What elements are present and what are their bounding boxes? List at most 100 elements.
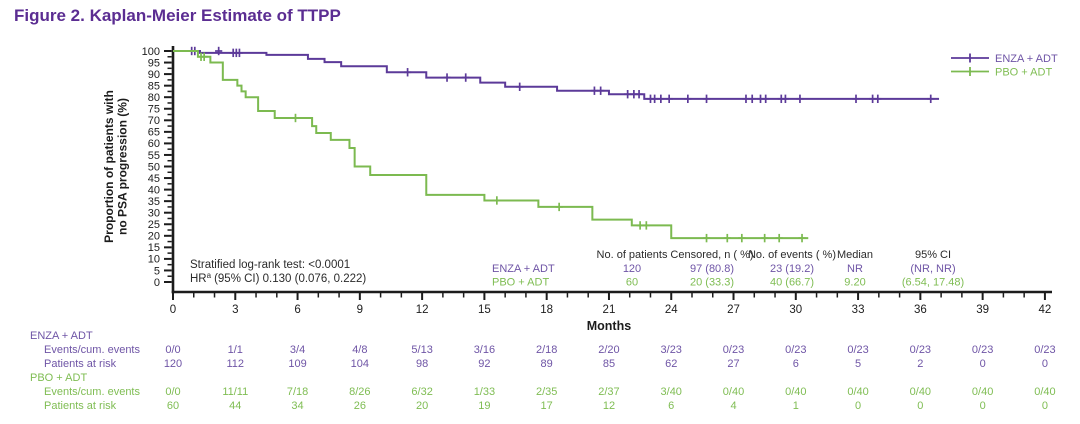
- x-tick-label: 24: [665, 304, 678, 316]
- series-enza-adt: [173, 46, 940, 104]
- x-tick-label: 42: [1039, 304, 1052, 316]
- y-tick-label: 20: [148, 231, 160, 243]
- risk-cell: 2/18: [536, 344, 557, 356]
- summary-cell: NR: [847, 263, 863, 275]
- summary-cell: 120: [623, 263, 641, 275]
- risk-cell: 89: [541, 358, 553, 370]
- y-tick-label: 0: [154, 277, 160, 289]
- risk-cell: 0/23: [1034, 344, 1055, 356]
- risk-cell: 0: [980, 400, 986, 412]
- risk-cell: 0/40: [723, 386, 744, 398]
- summary-table: No. of patients Censored, n ( %)No. of ev…: [492, 249, 964, 289]
- risk-cell: 60: [167, 400, 179, 412]
- risk-cell: 0: [1042, 358, 1048, 370]
- y-axis-label: Proportion of patients with: [102, 90, 116, 243]
- legend-label: ENZA + ADT: [995, 53, 1058, 65]
- risk-cell: 4: [730, 400, 736, 412]
- risk-row-label: Patients at risk: [44, 400, 117, 412]
- risk-cell: 3/40: [661, 386, 682, 398]
- x-tick-label: 21: [603, 304, 616, 316]
- x-tick-label: 15: [478, 304, 491, 316]
- x-tick-label: 0: [170, 304, 176, 316]
- risk-cell: 5/13: [411, 344, 432, 356]
- summary-cell: 20 (33.3): [690, 277, 734, 289]
- risk-cell: 3/16: [474, 344, 495, 356]
- y-tick-label: 5: [154, 265, 160, 277]
- risk-cell: 0/0: [165, 344, 180, 356]
- risk-cell: 85: [603, 358, 615, 370]
- risk-cell: 112: [227, 358, 245, 370]
- risk-cell: 5: [855, 358, 861, 370]
- y-tick-label: 90: [148, 69, 160, 81]
- risk-cell: 92: [478, 358, 490, 370]
- risk-cell: 44: [229, 400, 241, 412]
- risk-group-label: ENZA + ADT: [30, 330, 93, 342]
- summary-cell: 23 (19.2): [770, 263, 814, 275]
- risk-cell: 6: [668, 400, 674, 412]
- series-pbo-adt: [173, 50, 809, 243]
- y-tick-label: 100: [142, 46, 160, 58]
- hazard-ratio-text: HRa (95% CI) 0.130 (0.076, 0.222): [190, 271, 366, 285]
- risk-cell: 0/23: [785, 344, 806, 356]
- summary-cell: 97 (80.8): [690, 263, 734, 275]
- summary-cell: 9.20: [844, 277, 865, 289]
- x-tick-label: 39: [976, 304, 989, 316]
- risk-cell: 2/20: [598, 344, 619, 356]
- km-curve: [173, 50, 809, 240]
- summary-header: Median: [837, 249, 873, 261]
- risk-cell: 0: [1042, 400, 1048, 412]
- y-tick-label: 40: [148, 184, 160, 196]
- risk-cell: 0/40: [972, 386, 993, 398]
- risk-cell: 26: [354, 400, 366, 412]
- x-tick-label: 6: [294, 304, 300, 316]
- km-curve: [173, 50, 940, 100]
- y-tick-label: 80: [148, 92, 160, 104]
- y-tick-label: 75: [148, 104, 160, 116]
- y-tick-label: 25: [148, 219, 160, 231]
- x-axis-label: Months: [587, 319, 631, 333]
- risk-cell: 0/23: [847, 344, 868, 356]
- risk-cell: 0/0: [165, 386, 180, 398]
- risk-cell: 2/37: [598, 386, 619, 398]
- risk-cell: 7/18: [287, 386, 308, 398]
- x-tick-label: 36: [914, 304, 927, 316]
- risk-cell: 8/26: [349, 386, 370, 398]
- risk-group-label: PBO + ADT: [30, 372, 87, 384]
- risk-cell: 0/40: [785, 386, 806, 398]
- risk-cell: 6/32: [411, 386, 432, 398]
- risk-cell: 3/4: [290, 344, 305, 356]
- risk-row-label: Events/cum. events: [44, 344, 140, 356]
- risk-cell: 109: [288, 358, 306, 370]
- summary-cell: 60: [626, 277, 638, 289]
- risk-cell: 0/40: [847, 386, 868, 398]
- summary-row-label: PBO + ADT: [492, 277, 549, 289]
- y-tick-label: 15: [148, 242, 160, 254]
- risk-cell: 0/40: [1034, 386, 1055, 398]
- risk-cell: 1: [793, 400, 799, 412]
- legend-label: PBO + ADT: [995, 67, 1052, 79]
- risk-cell: 12: [603, 400, 615, 412]
- summary-row-label: ENZA + ADT: [492, 263, 555, 275]
- y-tick-label: 70: [148, 115, 160, 127]
- risk-cell: 120: [164, 358, 182, 370]
- risk-cell: 27: [727, 358, 739, 370]
- risk-table: ENZA + ADT Events/cum. events 0/0 1/1 3/4 4/8…: [30, 330, 1056, 412]
- risk-cell: 0/23: [910, 344, 931, 356]
- legend: ENZA + ADT PBO + ADT: [951, 53, 1058, 79]
- risk-cell: 34: [291, 400, 303, 412]
- summary-cell: 40 (66.7): [770, 277, 814, 289]
- risk-cell: 1/33: [474, 386, 495, 398]
- risk-cell: 62: [665, 358, 677, 370]
- risk-cell: 2/35: [536, 386, 557, 398]
- summary-header: No. of patients: [597, 249, 668, 261]
- summary-cell: (NR, NR): [910, 263, 955, 275]
- y-tick-label: 85: [148, 80, 160, 92]
- risk-cell: 0: [917, 400, 923, 412]
- risk-row-label: Patients at risk: [44, 358, 117, 370]
- y-tick-label: 95: [148, 57, 160, 69]
- risk-cell: 0/23: [972, 344, 993, 356]
- y-axis-label: no PSA progression (%): [116, 98, 130, 235]
- y-tick-label: 45: [148, 173, 160, 185]
- y-tick-label: 30: [148, 208, 160, 220]
- risk-cell: 104: [351, 358, 369, 370]
